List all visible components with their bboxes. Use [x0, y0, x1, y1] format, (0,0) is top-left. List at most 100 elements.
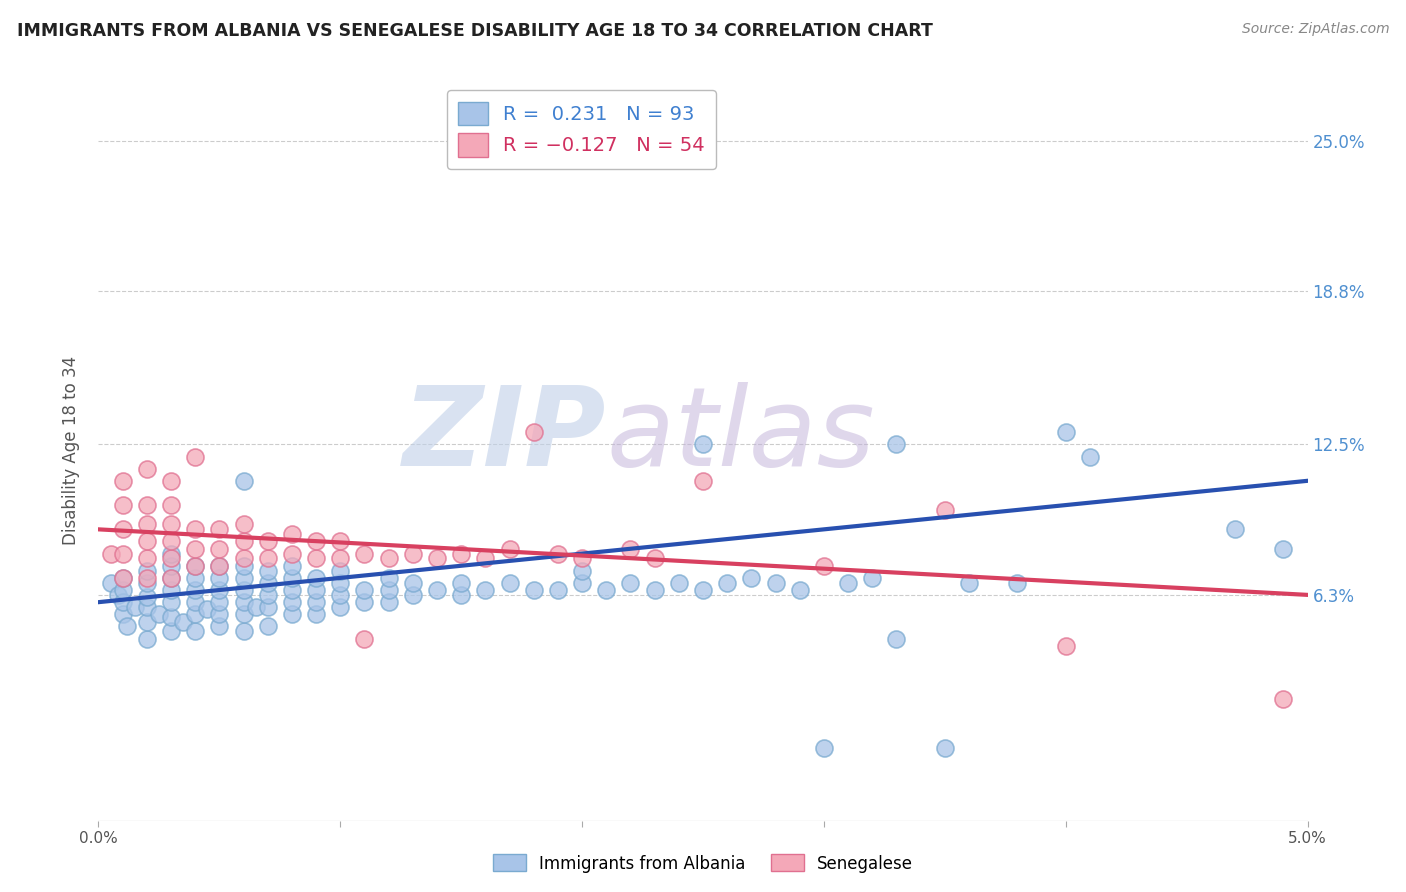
Point: [111, 571, 134, 585]
Point: [160, 551, 183, 566]
Text: Source: ZipAtlas.com: Source: ZipAtlas.com: [1241, 22, 1389, 37]
Point: [184, 607, 207, 622]
Point: [208, 619, 231, 633]
Point: [100, 575, 122, 590]
Point: [329, 551, 352, 566]
Point: [523, 582, 546, 597]
Point: [232, 558, 254, 573]
Point: [305, 534, 328, 549]
Point: [172, 615, 194, 629]
Point: [571, 564, 593, 578]
Point: [111, 571, 134, 585]
Point: [329, 534, 352, 549]
Point: [135, 600, 157, 615]
Point: [740, 571, 762, 585]
Legend: Immigrants from Albania, Senegalese: Immigrants from Albania, Senegalese: [486, 847, 920, 880]
Y-axis label: Disability Age 18 to 34: Disability Age 18 to 34: [62, 356, 80, 545]
Point: [281, 595, 304, 609]
Point: [934, 740, 956, 755]
Point: [256, 619, 278, 633]
Point: [353, 595, 375, 609]
Point: [692, 437, 714, 451]
Point: [426, 551, 449, 566]
Point: [1054, 639, 1077, 653]
Point: [305, 595, 328, 609]
Point: [692, 582, 714, 597]
Point: [107, 588, 129, 602]
Point: [547, 582, 569, 597]
Point: [402, 547, 425, 561]
Point: [329, 588, 352, 602]
Point: [619, 575, 641, 590]
Point: [256, 564, 278, 578]
Point: [571, 575, 593, 590]
Point: [353, 632, 375, 646]
Point: [1078, 450, 1101, 464]
Point: [886, 632, 908, 646]
Point: [195, 602, 218, 616]
Point: [208, 595, 231, 609]
Point: [232, 517, 254, 532]
Point: [256, 534, 278, 549]
Point: [111, 474, 134, 488]
Point: [692, 474, 714, 488]
Point: [135, 615, 157, 629]
Point: [860, 571, 883, 585]
Point: [426, 582, 449, 597]
Point: [256, 600, 278, 615]
Point: [837, 575, 859, 590]
Point: [135, 517, 157, 532]
Point: [377, 571, 399, 585]
Point: [1007, 575, 1029, 590]
Text: ZIP: ZIP: [402, 382, 606, 489]
Point: [135, 461, 157, 475]
Point: [232, 582, 254, 597]
Point: [644, 551, 666, 566]
Text: IMMIGRANTS FROM ALBANIA VS SENEGALESE DISABILITY AGE 18 TO 34 CORRELATION CHART: IMMIGRANTS FROM ALBANIA VS SENEGALESE DI…: [17, 22, 932, 40]
Point: [160, 582, 183, 597]
Point: [208, 571, 231, 585]
Point: [135, 534, 157, 549]
Point: [256, 551, 278, 566]
Point: [329, 575, 352, 590]
Point: [117, 619, 139, 633]
Point: [256, 575, 278, 590]
Point: [498, 575, 520, 590]
Point: [160, 571, 183, 585]
Point: [813, 740, 835, 755]
Point: [402, 588, 425, 602]
Point: [160, 517, 183, 532]
Point: [135, 571, 157, 585]
Point: [111, 607, 134, 622]
Point: [402, 575, 425, 590]
Point: [160, 609, 183, 624]
Point: [305, 582, 328, 597]
Point: [619, 541, 641, 556]
Point: [135, 591, 157, 605]
Point: [377, 582, 399, 597]
Point: [281, 558, 304, 573]
Point: [716, 575, 738, 590]
Point: [208, 558, 231, 573]
Point: [232, 571, 254, 585]
Point: [377, 551, 399, 566]
Point: [281, 571, 304, 585]
Text: atlas: atlas: [606, 382, 875, 489]
Point: [450, 547, 472, 561]
Point: [184, 582, 207, 597]
Point: [160, 547, 183, 561]
Point: [135, 575, 157, 590]
Point: [474, 551, 496, 566]
Point: [135, 632, 157, 646]
Point: [100, 547, 122, 561]
Point: [1272, 541, 1295, 556]
Point: [474, 582, 496, 597]
Point: [111, 522, 134, 536]
Point: [1054, 425, 1077, 440]
Point: [450, 575, 472, 590]
Point: [644, 582, 666, 597]
Point: [547, 547, 569, 561]
Point: [208, 522, 231, 536]
Point: [160, 474, 183, 488]
Point: [124, 600, 146, 615]
